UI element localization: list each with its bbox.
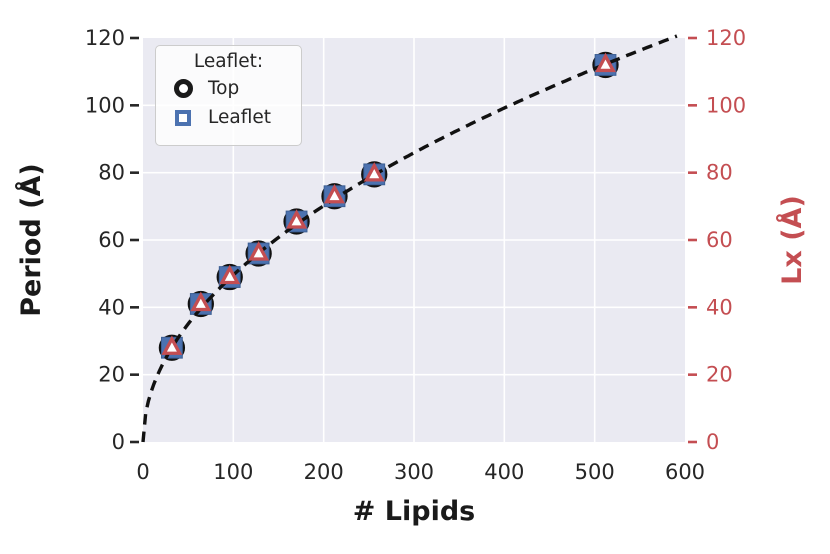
data-point-triangle-lx [595, 52, 616, 73]
y-left-tick-label: 80 [98, 161, 125, 185]
x-axis-label: # Lipids [353, 496, 475, 527]
x-tick-label: 600 [665, 460, 705, 484]
data-point-triangle-lx [248, 241, 270, 261]
y-right-tick-label: 100 [706, 93, 746, 117]
y-right-tick-label: 80 [706, 161, 733, 185]
y-left-tick-label: 60 [98, 228, 125, 252]
open-square-marker-icon [170, 109, 196, 126]
y-left-tick-label: 100 [85, 93, 125, 117]
x-tick-label: 400 [484, 460, 524, 484]
data-point-triangle-lx [286, 209, 308, 229]
legend-item-leaflet-label: Leaflet [208, 107, 271, 128]
y-right-tick-label: 0 [706, 430, 719, 454]
x-tick-label: 300 [394, 460, 434, 484]
data-point-triangle-lx [324, 183, 345, 204]
data-point-triangle-lx [363, 162, 385, 182]
legend-item-top-label: Top [208, 78, 240, 99]
data-point-triangle-lx [161, 335, 183, 355]
data-point-triangle-lx [219, 264, 241, 285]
legend-item-top: Top [156, 74, 301, 103]
y-left-tick-label: 40 [98, 295, 125, 319]
y-right-tick-label: 40 [706, 295, 733, 319]
legend: Leaflet: Top Leaflet [155, 45, 302, 146]
x-tick-label: 200 [304, 460, 344, 484]
y-left-tick-label: 20 [98, 363, 125, 387]
open-circle-marker-icon [170, 79, 196, 98]
legend-title: Leaflet: [193, 51, 264, 72]
x-tick-label: 500 [575, 460, 615, 484]
y-axis-label-right: Lx (Å) [776, 195, 808, 285]
x-tick-label: 0 [136, 460, 149, 484]
data-point-triangle-lx [190, 291, 212, 312]
y-left-tick-label: 120 [85, 26, 125, 50]
y-right-tick-label: 60 [706, 228, 733, 252]
y-left-tick-label: 0 [112, 430, 125, 454]
y-right-tick-label: 20 [706, 363, 733, 387]
y-axis-label-left: Period (Å) [15, 163, 47, 317]
legend-item-leaflet: Leaflet [156, 103, 301, 132]
y-right-tick-label: 120 [706, 26, 746, 50]
x-tick-label: 100 [213, 460, 253, 484]
